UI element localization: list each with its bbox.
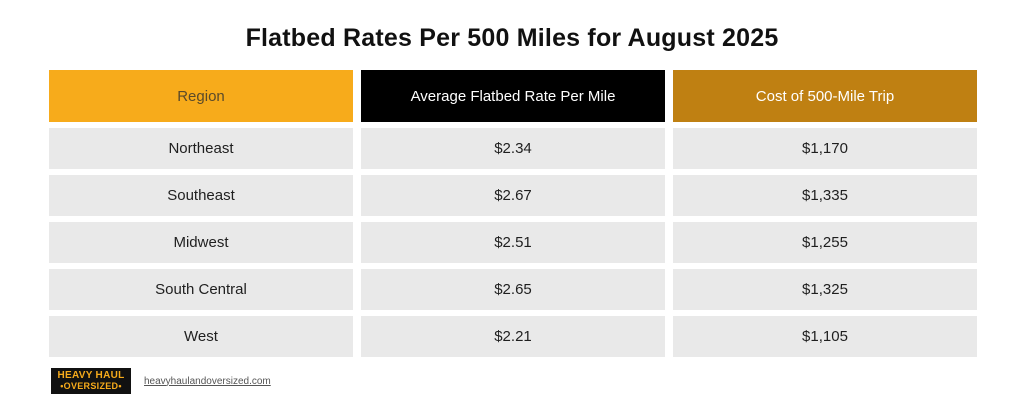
cost-cell: $1,335 [673, 175, 977, 216]
website-link[interactable]: heavyhaulandoversized.com [144, 375, 271, 387]
region-cell: Midwest [49, 222, 353, 263]
rate-cell: $2.65 [361, 269, 665, 310]
table-row: West $2.21 $1,105 [49, 316, 977, 357]
rate-cell: $2.51 [361, 222, 665, 263]
rate-cell: $2.34 [361, 128, 665, 169]
header-region: Region [49, 70, 353, 122]
table-row: Southeast $2.67 $1,335 [49, 175, 977, 216]
region-cell: Northeast [49, 128, 353, 169]
chart-title: Flatbed Rates Per 500 Miles for August 2… [245, 24, 779, 52]
table-row: Midwest $2.51 $1,255 [49, 222, 977, 263]
header-rate-per-mile: Average Flatbed Rate Per Mile [361, 70, 665, 122]
rate-cell: $2.67 [361, 175, 665, 216]
cost-cell: $1,255 [673, 222, 977, 263]
region-cell: South Central [49, 269, 353, 310]
rate-cell: $2.21 [361, 316, 665, 357]
region-cell: West [49, 316, 353, 357]
heavy-haul-oversized-logo: HEAVY HAUL •OVERSIZED• [51, 368, 131, 394]
region-cell: Southeast [49, 175, 353, 216]
table-row: Northeast $2.34 $1,170 [49, 128, 977, 169]
logo-line-2: •OVERSIZED• [60, 381, 122, 391]
table-header-row: Region Average Flatbed Rate Per Mile Cos… [49, 70, 977, 122]
header-trip-cost: Cost of 500-Mile Trip [673, 70, 977, 122]
logo-line-1: HEAVY HAUL [57, 370, 125, 381]
table-row: South Central $2.65 $1,325 [49, 269, 977, 310]
rates-table: Region Average Flatbed Rate Per Mile Cos… [49, 70, 977, 363]
footer: HEAVY HAUL •OVERSIZED• heavyhaulandovers… [51, 368, 271, 394]
cost-cell: $1,170 [673, 128, 977, 169]
cost-cell: $1,105 [673, 316, 977, 357]
cost-cell: $1,325 [673, 269, 977, 310]
